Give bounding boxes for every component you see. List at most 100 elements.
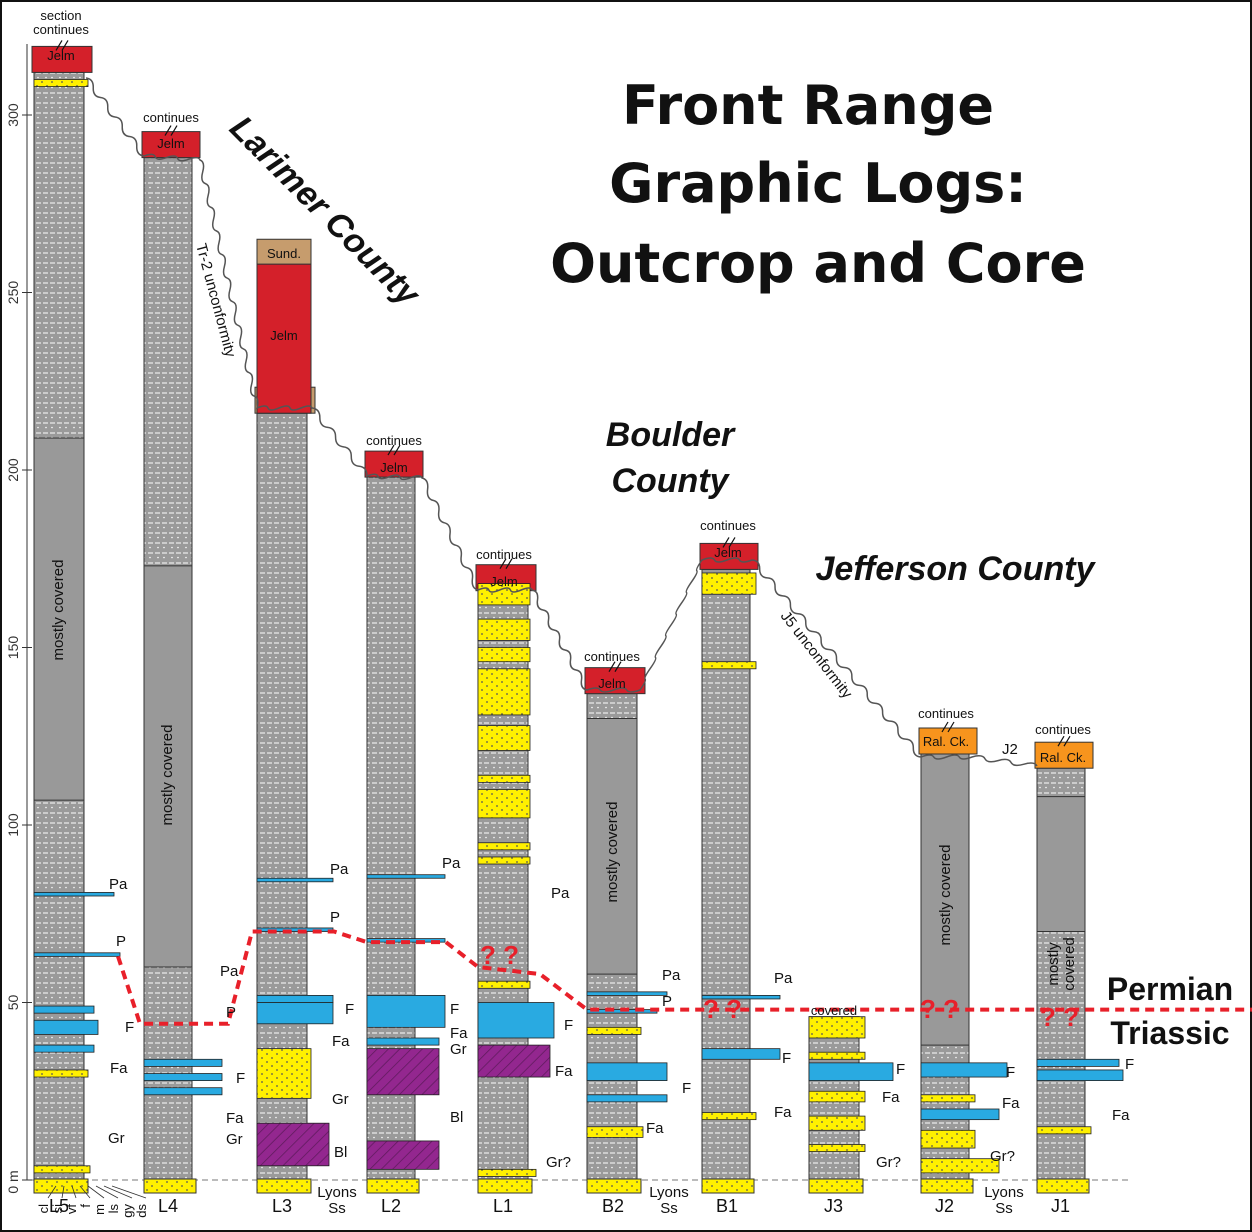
lyons-sandstone (143, 1178, 197, 1194)
carbonate-bed (1036, 1069, 1124, 1081)
mostly-covered-b2: mostly covered (604, 802, 621, 903)
facies-l3-fa: Fa (332, 1033, 350, 1050)
carbonate-bed (33, 952, 121, 957)
grain-size-label: cl (36, 1204, 51, 1214)
lyons-label-l3: Lyons (317, 1184, 356, 1201)
title-line-3: Outcrop and Core (550, 232, 1086, 295)
carbonate-bed (256, 1002, 334, 1025)
continues-b1: continues (700, 518, 756, 533)
grain-size-tick (71, 1185, 77, 1199)
top-unit-j2: Ral. Ck. (923, 734, 969, 749)
unknown-boundary-b1: ? ? (703, 994, 742, 1024)
sandstone-bed (477, 842, 531, 851)
log-columns (31, 40, 1124, 1194)
boulder-county-label-1: Boulder (606, 416, 736, 454)
facies-l2-bl: Bl (450, 1109, 463, 1126)
sandstone-bed (808, 1051, 866, 1060)
carbonate-bed (143, 1073, 223, 1081)
grain-size-label: si (50, 1204, 65, 1214)
unknown-boundary-l1: ? ? (480, 940, 519, 970)
lyons-sandstone (33, 1178, 89, 1194)
sandstone-bed (586, 1026, 642, 1035)
log-column-l2 (364, 444, 446, 1194)
carbonate-bed (33, 1005, 95, 1014)
sandstone-bed (33, 1069, 89, 1078)
continues-break-mark (55, 40, 69, 51)
top-unit-b1: Jelm (714, 545, 741, 560)
column-name-j3: J3 (824, 1196, 843, 1216)
continues-break-mark (941, 721, 955, 733)
grain-size-label: gy (120, 1204, 135, 1218)
top-unit-box (141, 131, 201, 159)
ss-label-b2: Ss (660, 1200, 678, 1217)
continues-break-mark (387, 444, 401, 456)
facies-l2-f: F (450, 1001, 459, 1018)
jefferson-county-label: Jefferson County (816, 550, 1097, 588)
sandstone-bed (256, 1048, 312, 1099)
grain-size-tick (47, 1185, 57, 1199)
log-column-j1 (1034, 735, 1124, 1194)
facies-l2-fa: Fa (450, 1025, 468, 1042)
sandstone-bed (586, 1126, 644, 1138)
covered-interval (33, 437, 85, 801)
carbonate-bed (366, 874, 446, 879)
jelm-block-l3 (256, 263, 312, 414)
facies-l1-pa: Pa (551, 885, 570, 902)
boulder-county-label-2: County (611, 462, 730, 500)
facies-l5-pa: Pa (109, 876, 128, 893)
column-name-j2: J2 (935, 1196, 954, 1216)
top-unit-j1: Ral. Ck. (1040, 750, 1086, 765)
top-unit-l3-sund: Sund. (267, 246, 301, 261)
column-names: L5 L4 L3 L2 L1 B2 B1 J3 J2 J1 (49, 1196, 1070, 1216)
carbonate-bed (33, 1019, 99, 1035)
grain-size-scale: cl si vf f m ls gy ds (36, 1185, 149, 1218)
facies-j1-fa: Fa (1112, 1107, 1130, 1124)
covered-interval (586, 718, 638, 975)
continues-l4: continues (143, 110, 199, 125)
covered-j3: covered (811, 1003, 857, 1018)
carbonate-bed (143, 1087, 223, 1096)
column-name-b2: B2 (602, 1196, 624, 1216)
triassic-label: Triassic (1110, 1015, 1229, 1051)
top-unit-b2: Jelm (598, 676, 625, 691)
grain-size-tick (111, 1185, 147, 1199)
sundance-block-l3 (256, 238, 312, 265)
column-name-l5: L5 (49, 1196, 69, 1216)
continues-break-mark (608, 661, 622, 672)
facies-l5-gr: Gr (108, 1130, 125, 1147)
facies-j2-fa: Fa (1002, 1095, 1020, 1112)
continues-break-mark (722, 537, 736, 548)
lyons-sandstone (256, 1178, 312, 1194)
facies-l4-fa: Fa (226, 1110, 244, 1127)
sandstone-bed (920, 1158, 1000, 1174)
carbonate-bed (256, 995, 334, 1003)
facies-l1-fa: Fa (555, 1063, 573, 1080)
sandstone-bed (477, 618, 531, 641)
grain-size-tick (79, 1185, 91, 1199)
title-line-2: Graphic Logs: (609, 152, 1027, 215)
lyons-sandstone (366, 1178, 420, 1194)
facies-l5-f: F (125, 1019, 134, 1036)
grain-size-label: vf (64, 1204, 79, 1215)
carbonate-bed (143, 1058, 223, 1067)
facies-j2-grq: Gr? (990, 1148, 1015, 1165)
facies-j3-f: F (896, 1061, 905, 1078)
sandstone-bed (477, 668, 531, 716)
facies-l2-pa: Pa (442, 855, 461, 872)
lyons-sandstone (701, 1178, 755, 1194)
sandstone-bed (477, 725, 531, 751)
grain-size-label: m (92, 1204, 107, 1215)
covered-interval (1036, 796, 1086, 932)
facies-b2-pa: Pa (662, 967, 681, 984)
sandstone-bed (33, 1165, 91, 1174)
carbonate-bed (586, 991, 668, 996)
axis-tick-label: 250 (5, 281, 21, 305)
axis-tick-label: 50 (5, 995, 21, 1011)
top-unit-box (1034, 741, 1094, 769)
covered-interval (143, 565, 193, 968)
grain-size-tick (61, 1185, 65, 1199)
axis-tick-label: 100 (5, 813, 21, 837)
log-column-l3 (254, 238, 334, 1194)
continues-break-mark (1057, 735, 1071, 747)
top-unit-l5: Jelm (47, 48, 74, 63)
